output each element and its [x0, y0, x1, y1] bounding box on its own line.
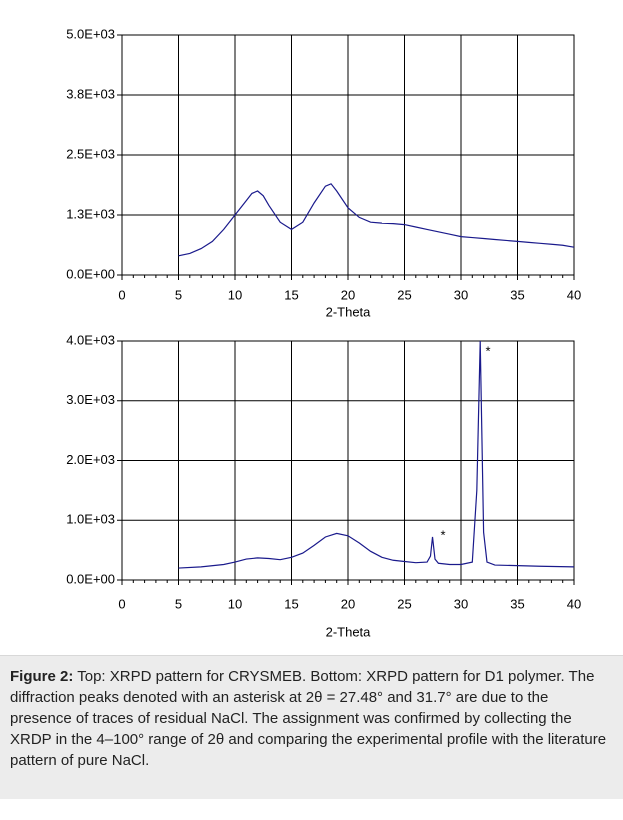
caption-label: Figure 2:: [10, 668, 74, 685]
y-tick-label: 2.0E+03: [66, 452, 115, 467]
x-tick-label: 5: [175, 596, 182, 611]
y-tick-label: 5.0E+03: [66, 26, 115, 41]
x-tick-label: 10: [228, 287, 242, 302]
x-tick-label: 25: [397, 596, 411, 611]
x-tick-label: 35: [510, 287, 524, 302]
annotation: *: [485, 343, 490, 358]
caption-text: Top: XRPD pattern for CRYSMEB. Bottom: X…: [10, 668, 607, 769]
x-tick-label: 25: [397, 287, 411, 302]
x-tick-label: 0: [118, 287, 125, 302]
y-tick-label: 1.3E+03: [66, 206, 115, 221]
x-axis-label: 2-Theta: [326, 304, 372, 319]
y-tick-label: 1.0E+03: [66, 512, 115, 527]
x-axis-label: 2-Theta: [326, 624, 372, 639]
x-tick-label: 30: [454, 596, 468, 611]
y-tick-label: 3.8E+03: [66, 86, 115, 101]
x-tick-label: 15: [284, 287, 298, 302]
annotation: *: [440, 527, 445, 542]
y-tick-label: 0.0E+00: [66, 266, 115, 281]
x-tick-label: 5: [175, 287, 182, 302]
x-tick-label: 10: [228, 596, 242, 611]
data-line: [178, 340, 575, 569]
caption: Figure 2: Top: XRPD pattern for CRYSMEB.…: [0, 655, 623, 799]
x-tick-label: 0: [118, 596, 125, 611]
y-tick-label: 4.0E+03: [66, 332, 115, 347]
x-tick-label: 20: [341, 596, 355, 611]
x-tick-label: 35: [510, 596, 524, 611]
y-tick-label: 0.0E+00: [66, 571, 115, 586]
y-tick-label: 3.0E+03: [66, 392, 115, 407]
data-line: [178, 183, 575, 257]
x-tick-label: 40: [567, 596, 581, 611]
charts: 0.0E+00 1.3E+03 2.5E+03 3.8E+03 5.0E+03 0 5 10 1…: [66, 26, 581, 639]
x-tick-label: 20: [341, 287, 355, 302]
x-tick-label: 30: [454, 287, 468, 302]
x-tick-label: 40: [567, 287, 581, 302]
y-tick-label: 2.5E+03: [66, 146, 115, 161]
x-tick-label: 15: [284, 596, 298, 611]
